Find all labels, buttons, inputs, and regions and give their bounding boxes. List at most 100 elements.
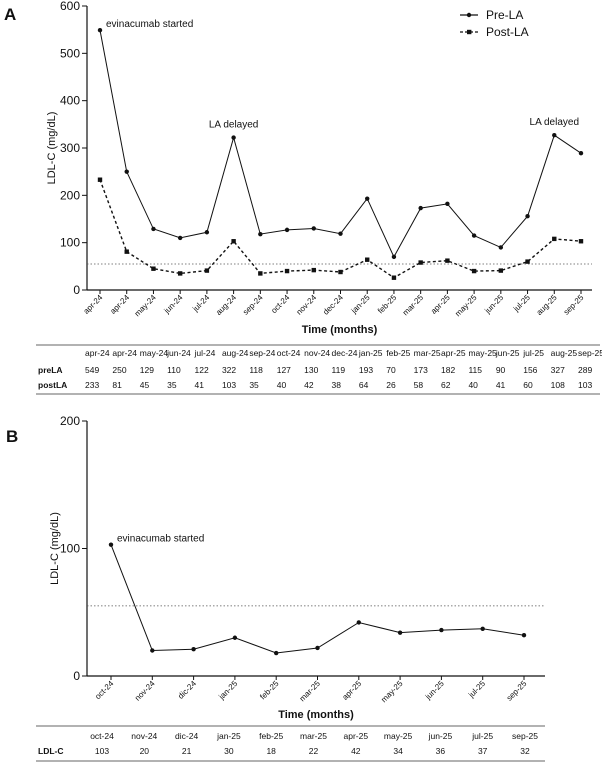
b-table-cell: 30 bbox=[224, 746, 234, 756]
b-table-cell: 34 bbox=[393, 746, 403, 756]
a-x-tick-label: sep-24 bbox=[241, 293, 265, 317]
a-x-tick-label: nov-24 bbox=[295, 293, 319, 317]
a-x-tick-label: jan-25 bbox=[349, 293, 372, 316]
a-table-header-cell: may-24 bbox=[140, 348, 169, 358]
b-table-cell: 22 bbox=[309, 746, 319, 756]
a-y-tick-label: 0 bbox=[73, 283, 80, 297]
a-series-1-point bbox=[231, 135, 236, 140]
a-x-tick-label: may-24 bbox=[133, 293, 159, 319]
b-x-tick-label: dic-24 bbox=[176, 679, 198, 701]
a-table-header-cell: may-25 bbox=[468, 348, 497, 358]
a-table-cell: 193 bbox=[359, 365, 373, 375]
a-x-tick-label: jun-25 bbox=[482, 293, 505, 316]
a-table-header-cell: apr-25 bbox=[441, 348, 466, 358]
a-series-2-point bbox=[124, 249, 129, 254]
a-x-tick-label: mar-25 bbox=[401, 293, 426, 318]
a-series-2-line bbox=[99, 179, 582, 279]
a-series-2-point bbox=[151, 266, 156, 271]
b-table-header-cell: mar-25 bbox=[300, 731, 327, 741]
a-series-2-point bbox=[552, 236, 557, 242]
a-table-header-cell: jul-24 bbox=[194, 348, 216, 358]
b-table-cell: 37 bbox=[478, 746, 488, 756]
a-table-cell: 115 bbox=[468, 365, 482, 375]
a-series-2-point bbox=[284, 268, 290, 274]
a-table-cell: 70 bbox=[386, 365, 396, 375]
a-series-1-point bbox=[391, 254, 397, 260]
a-x-tick-label: jul-25 bbox=[511, 293, 532, 314]
b-x-axis-title: Time (months) bbox=[278, 709, 354, 721]
b-table-header-cell: feb-25 bbox=[259, 731, 283, 741]
b-table-cell: 42 bbox=[351, 746, 361, 756]
b-series-1-point bbox=[356, 620, 361, 625]
a-x-tick-label: jun-24 bbox=[162, 293, 185, 316]
chart-b: 0 100 200 oct-24 nov-24 dic-24 jan-25 feb-25 mar… bbox=[36, 414, 545, 762]
b-series-1-point bbox=[397, 630, 403, 635]
a-series-2-point bbox=[177, 271, 183, 276]
a-table-row-label: postLA bbox=[38, 380, 67, 390]
b-table-cell: 18 bbox=[266, 746, 276, 756]
a-table-cell: 62 bbox=[441, 380, 451, 390]
b-series-1-point bbox=[521, 633, 527, 638]
a-legend-swatch-marker bbox=[466, 12, 472, 18]
a-table-cell: 289 bbox=[578, 365, 592, 375]
a-series-1-point bbox=[471, 233, 477, 238]
a-table-header-cell: dec-24 bbox=[332, 348, 358, 358]
a-table-header-cell: feb-25 bbox=[386, 348, 410, 358]
a-table-header-cell: nov-24 bbox=[304, 348, 330, 358]
a-table-cell: 45 bbox=[140, 380, 150, 390]
b-table-cell: 32 bbox=[520, 746, 530, 756]
b-table-header-cell: apr-25 bbox=[344, 731, 369, 741]
a-series-1-point bbox=[525, 213, 530, 219]
a-annotation-2: LA delayed bbox=[209, 120, 259, 131]
a-y-tick-label: 500 bbox=[60, 46, 80, 60]
a-table-cell: 118 bbox=[249, 365, 263, 375]
panel-label-b: B bbox=[6, 427, 18, 446]
a-x-axis-title: Time (months) bbox=[302, 324, 378, 336]
a-table-cell: 322 bbox=[222, 365, 236, 375]
a-table-cell: 81 bbox=[112, 380, 122, 390]
b-x-tick-label: nov-24 bbox=[133, 679, 157, 703]
b-x-tick-label: jan-25 bbox=[217, 679, 240, 702]
a-table-cell: 35 bbox=[167, 380, 177, 390]
b-y-tick-label: 0 bbox=[73, 669, 80, 683]
a-table-cell: 173 bbox=[414, 365, 428, 375]
a-table-cell: 40 bbox=[468, 380, 478, 390]
a-series-2-point bbox=[365, 257, 370, 262]
a-table-cell: 35 bbox=[249, 380, 259, 390]
a-table-cell: 64 bbox=[359, 380, 369, 390]
a-x-tick-label: aug-24 bbox=[214, 293, 238, 317]
a-table-cell: 233 bbox=[85, 380, 99, 390]
a-x-tick-label: apr-25 bbox=[429, 293, 452, 316]
a-table-cell: 182 bbox=[441, 365, 455, 375]
b-x-tick-label: may-25 bbox=[379, 679, 405, 705]
a-legend-label: Pre-LA bbox=[486, 8, 523, 22]
b-table-header-cell: sep-25 bbox=[512, 731, 538, 741]
a-table-header-cell: sep-25 bbox=[578, 348, 602, 358]
a-table-cell: 41 bbox=[496, 380, 506, 390]
a-series-1-point bbox=[338, 231, 343, 236]
b-table-header-cell: jul-25 bbox=[471, 731, 493, 741]
a-table-row-label: preLA bbox=[38, 365, 63, 375]
b-y-axis-title: LDL-C (mg/dL) bbox=[49, 512, 61, 585]
a-annotation-3: LA delayed bbox=[530, 117, 580, 128]
a-x-tick-label: aug-25 bbox=[535, 293, 559, 317]
a-table-cell: 327 bbox=[551, 365, 565, 375]
a-annotation-1: evinacumab started bbox=[106, 19, 193, 30]
a-x-tick-label: feb-25 bbox=[376, 293, 399, 316]
a-y-axis-title: LDL-C (mg/dL) bbox=[46, 112, 58, 185]
a-table-header-cell: sep-24 bbox=[249, 348, 275, 358]
a-series-2-point bbox=[231, 239, 236, 244]
a-series-2-point bbox=[498, 268, 504, 273]
a-table-cell: 90 bbox=[496, 365, 506, 375]
b-x-tick-label: mar-25 bbox=[298, 679, 323, 704]
b-table-header-cell: dic-24 bbox=[175, 731, 198, 741]
a-series-1-point bbox=[365, 196, 370, 201]
b-series-1-point bbox=[232, 635, 238, 640]
b-table-header-cell: jun-25 bbox=[428, 731, 453, 741]
a-series-2-point bbox=[391, 275, 397, 280]
a-x-tick-label: jul-24 bbox=[190, 293, 211, 314]
b-annotation-1: evinacumab started bbox=[117, 534, 204, 545]
a-series-1-point bbox=[498, 245, 504, 250]
a-series-2-point bbox=[204, 268, 210, 273]
